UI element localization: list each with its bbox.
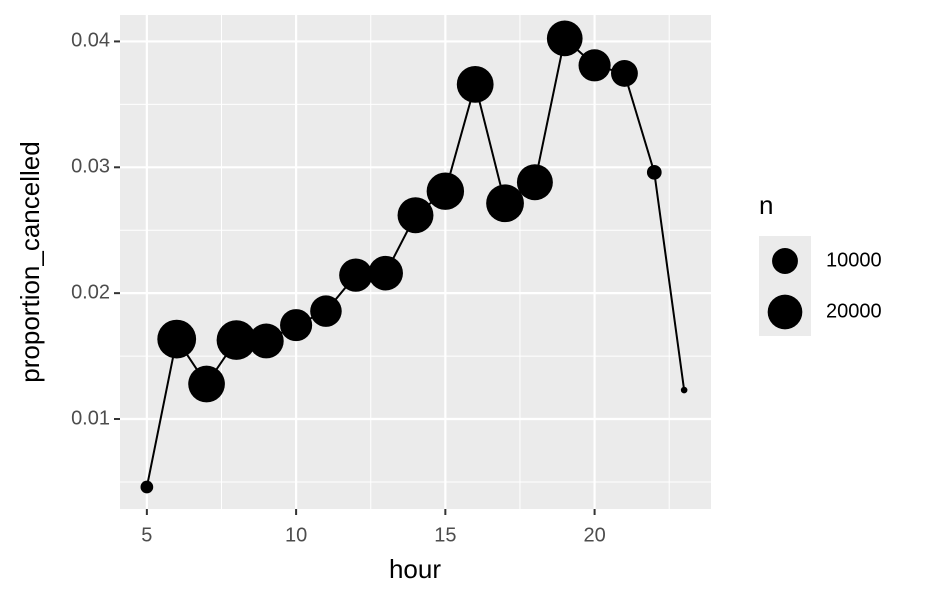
point xyxy=(310,295,342,327)
y-tick-label: 0.01 xyxy=(71,407,110,429)
panel xyxy=(120,15,711,509)
point xyxy=(368,255,403,291)
point xyxy=(646,164,662,180)
point xyxy=(486,184,524,223)
y-tick-label: 0.04 xyxy=(71,30,110,52)
legend-key xyxy=(767,294,803,330)
point xyxy=(280,309,313,342)
y-tick-label: 0.02 xyxy=(71,281,110,303)
point xyxy=(426,172,465,210)
legend-title: n xyxy=(759,190,773,220)
point xyxy=(140,480,154,494)
point xyxy=(216,320,257,360)
x-tick-label: 5 xyxy=(141,524,152,546)
x-axis-label: hour xyxy=(389,554,441,584)
legend-label: 20000 xyxy=(826,300,882,322)
point xyxy=(456,65,494,103)
point xyxy=(157,319,197,359)
point xyxy=(680,386,688,394)
point xyxy=(397,197,434,234)
legend-label: 10000 xyxy=(826,249,882,271)
point xyxy=(248,323,284,359)
point xyxy=(578,49,611,82)
x-tick-label: 20 xyxy=(583,524,605,546)
legend-key xyxy=(772,248,798,274)
point xyxy=(611,59,638,87)
point xyxy=(188,365,225,403)
point xyxy=(516,164,553,201)
x-tick-label: 15 xyxy=(434,524,456,546)
x-tick-label: 10 xyxy=(285,524,307,546)
y-axis-label: proportion_cancelled xyxy=(15,141,45,382)
point xyxy=(339,258,373,292)
y-tick-label: 0.03 xyxy=(71,156,110,178)
point xyxy=(546,20,583,57)
